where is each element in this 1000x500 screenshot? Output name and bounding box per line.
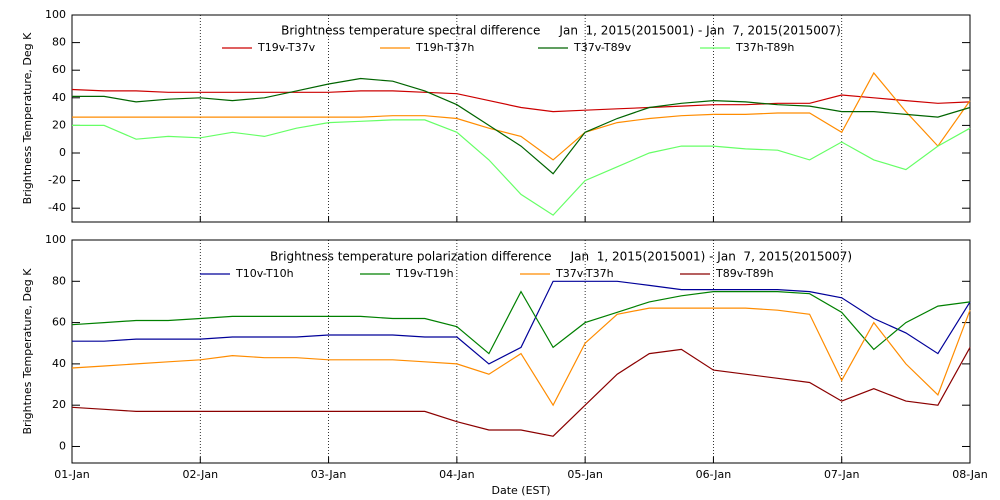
x-tick-label: 01-Jan: [54, 468, 90, 481]
legend-label: T19v-T37v: [257, 41, 316, 54]
series-line: [71, 307, 971, 407]
y-tick-label: 0: [59, 146, 66, 159]
series-line: [71, 88, 971, 113]
plot-frame: [71, 14, 971, 223]
y-tick-label: 60: [52, 63, 66, 76]
y-tick-label: 20: [52, 398, 66, 411]
y-tick-label: 80: [52, 274, 66, 287]
y-tick-label: 100: [45, 8, 66, 21]
y-tick-label: 20: [52, 118, 66, 131]
y-tick-label: 40: [52, 357, 66, 370]
y-tick-label: -20: [48, 174, 66, 187]
x-tick-label: 08-Jan: [952, 468, 988, 481]
y-tick-label: 40: [52, 91, 66, 104]
x-tick-label: 03-Jan: [311, 468, 347, 481]
chart-title: Brightness temperature spectral differen…: [281, 24, 841, 38]
legend-label: T37v-T89v: [573, 41, 632, 54]
x-tick-label: 07-Jan: [824, 468, 860, 481]
y-axis-label: Brightness Temperature, Deg K: [21, 32, 34, 204]
y-tick-label: -40: [48, 201, 66, 214]
legend-label: T19v-T19h: [395, 267, 454, 280]
legend-label: T89v-T89h: [715, 267, 774, 280]
y-tick-label: 60: [52, 316, 66, 329]
series-line: [72, 71, 971, 161]
x-tick-label: 05-Jan: [567, 468, 603, 481]
y-axis-label: Brightnes Temperature, Deg K: [21, 268, 34, 435]
y-tick-label: 100: [45, 233, 66, 246]
y-tick-label: 0: [59, 439, 66, 452]
series-line: [71, 347, 971, 437]
chart-title: Brightness temperature polarization diff…: [270, 250, 852, 264]
x-tick-label: 02-Jan: [183, 468, 219, 481]
series-line: [72, 77, 971, 175]
legend-label: T37v-T37h: [555, 267, 614, 280]
legend-label: T19h-T37h: [415, 41, 474, 54]
y-tick-label: 80: [52, 36, 66, 49]
legend-label: T37h-T89h: [735, 41, 794, 54]
legend-label: T10v-T10h: [235, 267, 294, 280]
series-line: [72, 280, 971, 365]
series-line: [72, 119, 971, 216]
x-axis-label: Date (EST): [491, 484, 550, 497]
series-line: [71, 290, 971, 355]
x-tick-label: 06-Jan: [696, 468, 732, 481]
x-tick-label: 04-Jan: [439, 468, 475, 481]
